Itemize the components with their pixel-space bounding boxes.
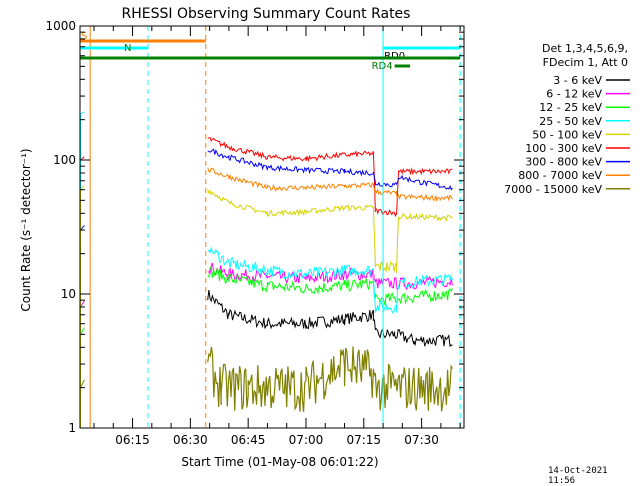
boundary-lines [89, 26, 461, 428]
early-spike-line [80, 185, 85, 191]
legend-entry-label: 6 - 12 keV [546, 88, 602, 101]
x-tick-label: 07:15 [346, 433, 381, 447]
legend-header-line-2: FDecim 1, Att 0 [543, 56, 628, 69]
series-line [207, 167, 453, 203]
x-tick-label: 06:30 [173, 433, 208, 447]
early-spike-line [80, 111, 85, 115]
series-line [207, 262, 453, 291]
y-tick-label: 10 [61, 287, 76, 301]
state-bar-label: S [81, 31, 87, 42]
legend-entry-label: 800 - 7000 keV [518, 169, 602, 182]
series-line [207, 246, 453, 314]
plot-frame [79, 25, 465, 429]
chart-title: RHESSI Observing Summary Count Rates [122, 6, 411, 22]
plot-area: SNRD0RD4 [80, 26, 461, 428]
series-line [207, 266, 453, 306]
early-spike-line [80, 327, 85, 335]
y-tick-label: 100 [53, 153, 76, 167]
early-spike-line [80, 156, 85, 161]
legend-entry-label: 50 - 100 keV [532, 128, 602, 141]
early-spike-line [80, 300, 85, 308]
legend-entry-label: 25 - 50 keV [539, 115, 602, 128]
early-spike-line [80, 379, 85, 388]
x-tick-label: 06:15 [115, 433, 150, 447]
series-line [207, 137, 453, 218]
y-tick-label: 1 [68, 421, 76, 435]
y-tick-label: 1000 [45, 19, 76, 33]
legend-entry-label: 3 - 6 keV [553, 74, 602, 87]
legend-entry-label: 300 - 800 keV [525, 156, 602, 169]
legend-entry-label: 7000 - 15000 keV [504, 183, 602, 196]
x-tick-label: 07:00 [289, 433, 324, 447]
x-tick-label: 07:30 [404, 433, 439, 447]
x-tick-label: 06:45 [231, 433, 266, 447]
state-bars: SNRD0RD4 [80, 31, 461, 72]
series-line [207, 189, 453, 273]
legend-header-line-1: Det 1,3,4,5,6,9, [542, 42, 628, 55]
y-axis-label: Count Rate (s⁻¹ detector⁻¹) [19, 148, 33, 311]
state-bar-label: RD4 [372, 61, 393, 72]
render-timestamp: 14-Oct-2021 11:56 [548, 466, 608, 486]
series-line [207, 346, 453, 412]
axes: 1 10 100 1000 06:15 06:30 06:45 07:00 07:15 07:30 [45, 19, 464, 447]
state-bar-label: N [124, 43, 131, 54]
early-spike-line [80, 225, 85, 231]
series-layer [80, 111, 453, 428]
legend-entry-label: 12 - 25 keV [539, 101, 602, 114]
series-line [207, 148, 453, 191]
legend-entry-label: 100 - 300 keV [525, 142, 602, 155]
series-line [207, 290, 453, 348]
x-axis-label: Start Time (01-May-08 06:01:22) [181, 455, 378, 469]
